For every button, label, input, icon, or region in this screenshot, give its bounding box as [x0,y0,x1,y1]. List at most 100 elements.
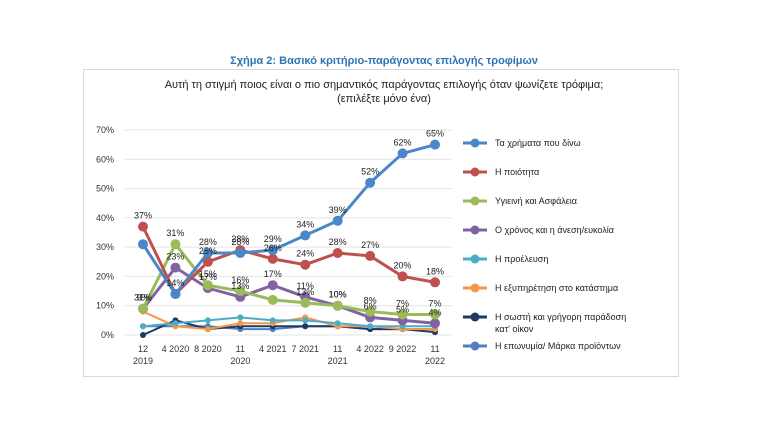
data-label: 28% [231,234,249,244]
chart-title-line2: (επιλέξτε μόνο ένα) [337,93,431,105]
data-point [237,320,244,327]
data-label: 4% [428,307,441,317]
data-point [332,215,343,226]
data-label: 11% [297,281,314,291]
x-tick-label: 11 [430,344,439,354]
x-tick-label: 11 [333,344,342,354]
x-tick-label: 4 2022 [356,344,384,354]
data-label: 7% [396,299,409,309]
data-point [138,239,148,250]
data-label: 5% [396,304,409,314]
data-label: 27% [361,240,379,250]
x-tick-label: 2022 [425,356,445,366]
data-point [397,309,408,320]
data-label: 26% [264,243,282,253]
data-label: 17% [264,269,282,279]
data-point [202,256,213,267]
data-point [269,317,276,324]
legend-marker [470,196,480,206]
series-line [142,319,436,336]
legend-entry: Η επωνυμία/ Μάρκα προϊόντων [495,341,621,351]
legend-entry: Η ποιότητα [495,167,539,177]
data-point [334,320,341,327]
series-line [141,241,435,316]
figure-caption: Σχήμα 2: Βασικό κριτήριο-παράγοντας επιλ… [230,55,538,67]
data-label: 10% [329,290,347,300]
data-label: 7% [428,299,441,309]
data-point [365,306,376,317]
y-tick-label: 50% [96,184,114,194]
data-point [202,280,213,291]
legend-marker [470,138,480,148]
data-label: 34% [296,219,314,229]
data-label: 62% [394,137,412,147]
data-point [365,250,376,261]
data-point [302,317,309,324]
data-point [300,230,311,241]
x-tick-label: 4 2021 [259,344,287,354]
data-point [430,309,440,320]
x-tick-label: 8 2020 [194,344,222,354]
data-label: 31% [134,293,152,303]
data-point [365,177,376,188]
data-point [170,289,181,299]
data-label: 10% [329,290,347,300]
data-point [430,139,440,150]
data-label: 28% [329,237,347,247]
data-point [237,314,244,321]
data-label: 13% [231,281,249,291]
data-label: 24% [296,249,314,259]
data-point [170,262,181,273]
legend-entry: κατ' οίκον [495,324,534,334]
data-point [267,294,278,305]
y-tick-label: 10% [96,301,114,311]
data-label: 13% [296,287,314,297]
data-point [367,323,374,330]
data-label: 9% [136,293,149,303]
data-label: 16% [231,275,249,285]
legend-entry: Η εξυπηρέτηση στο κατάστημα [495,283,618,293]
x-tick-label: 2020 [230,356,250,366]
data-point [235,286,246,297]
data-point [204,326,211,333]
data-point [235,248,246,258]
chart-title: Αυτή τη στιγμή ποιος είναι ο πιο σημαντι… [0,78,768,106]
data-label: 20% [394,260,412,270]
data-point [267,253,278,264]
data-label: 17% [199,272,217,282]
data-label: 39% [329,205,347,215]
data-point [300,297,311,308]
data-point [267,280,278,291]
data-label: 29% [264,234,282,244]
legend-marker [470,341,480,351]
data-point [138,221,148,232]
data-point [170,239,181,250]
y-tick-label: 60% [96,154,114,164]
legend-marker [470,283,480,293]
x-tick-label: 9 2022 [389,344,417,354]
data-label: 28% [199,237,217,247]
data-point [267,245,278,256]
y-tick-label: 70% [96,125,114,135]
data-point [302,323,309,330]
y-tick-label: 40% [96,213,114,223]
data-label: 23% [166,252,184,262]
x-tick-label: 2019 [133,356,153,366]
legend-entry: Ο χρόνος και η άνεση/ευκολία [495,225,614,235]
data-point [172,320,179,327]
data-point [204,317,211,324]
series-line [141,225,436,297]
series-line [141,143,436,297]
data-point [138,303,148,314]
x-tick-label: 12 [138,344,148,354]
x-tick-label: 2021 [328,356,348,366]
x-tick-label: 11 [236,344,245,354]
data-label: 65% [426,129,444,139]
chart-title-line1: Αυτή τη στιγμή ποιος είναι ο πιο σημαντι… [164,79,604,91]
data-point [300,259,311,270]
data-label: 18% [426,266,444,276]
data-label: 37% [134,211,152,221]
data-label: 6% [364,301,377,311]
data-label: 28% [231,237,249,247]
